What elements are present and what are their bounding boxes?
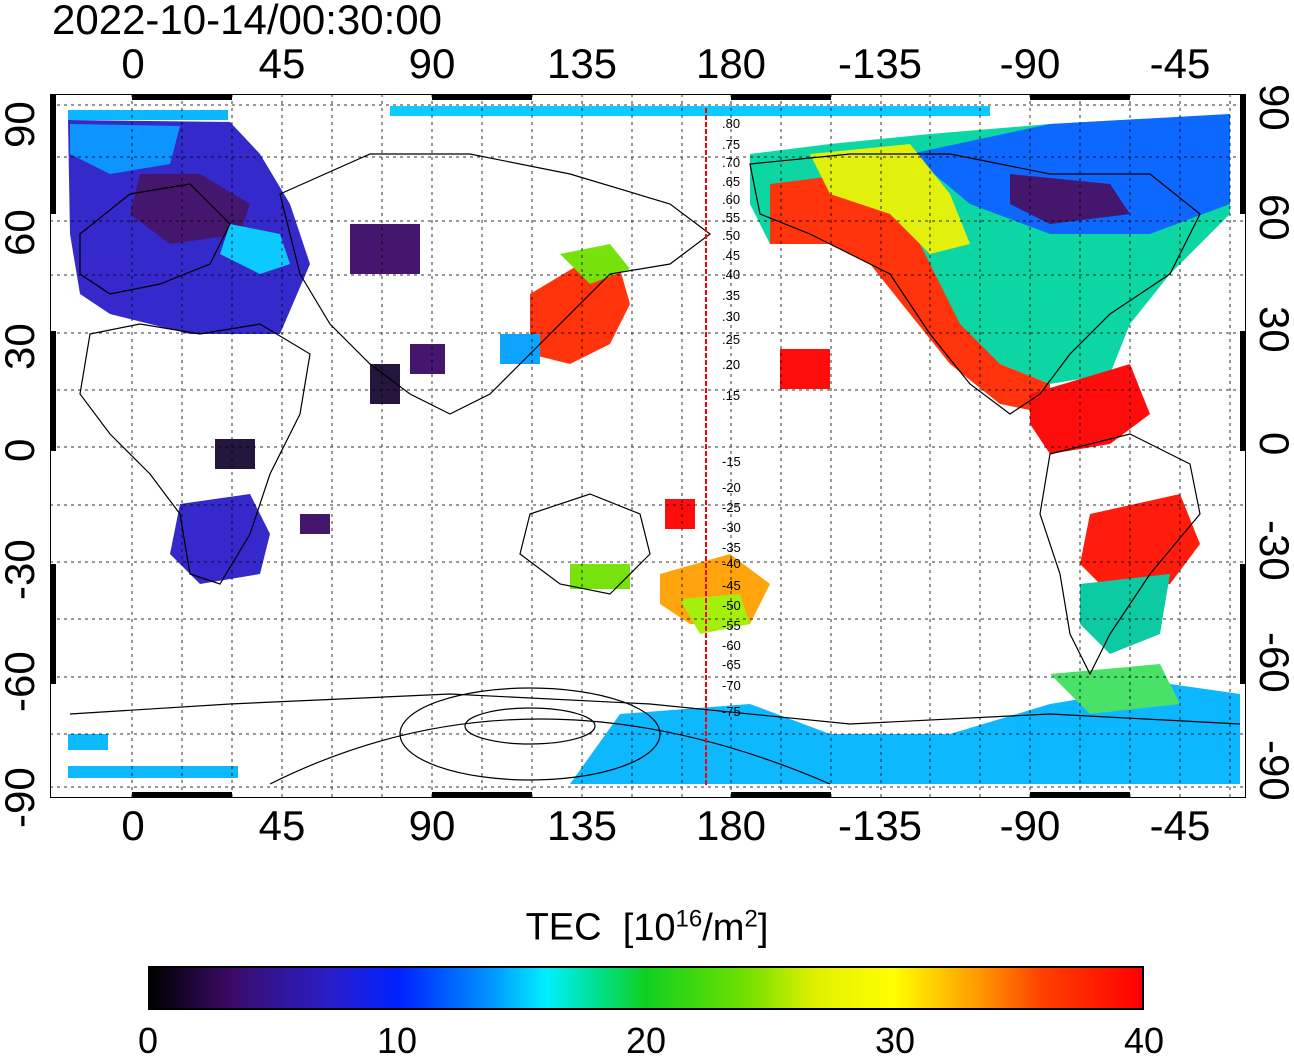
contour-label: -30	[722, 520, 741, 535]
top-lon-label: 90	[408, 40, 456, 87]
colorbar-label: 40	[1123, 1020, 1165, 1061]
coastlines	[69, 153, 1241, 785]
tec-map: .80 .75 .70 .65 .60 .55 .50 .45 .40 .35 …	[50, 94, 1246, 798]
right-lat-label: 30	[1251, 306, 1294, 353]
contour-labels: .80 .75 .70 .65 .60 .55 .50 .45 .40 .35 …	[722, 116, 741, 719]
unit-mid: /m	[702, 906, 745, 949]
bottom-lon-label: -135	[837, 802, 923, 849]
right-lat-label: -90	[1251, 740, 1294, 801]
contour-label: .80	[722, 116, 740, 131]
colorbar-title-text: TEC	[525, 906, 602, 949]
contour-label: .20	[722, 357, 740, 372]
contour-label: .70	[722, 155, 740, 170]
left-lat-label: -90	[0, 767, 43, 828]
top-lon-label: 135	[546, 40, 618, 87]
left-lat-label: -30	[0, 539, 43, 600]
top-lon-label: 180	[695, 40, 767, 87]
contour-label: -20	[722, 480, 741, 495]
contour-label: -15	[722, 454, 741, 469]
left-lat-label: -60	[0, 651, 43, 712]
contour-label: .55	[722, 210, 740, 225]
colorbar-unit: [1016/m2]	[622, 905, 769, 949]
colorbar-title: TEC [1016/m2]	[0, 905, 1294, 950]
contour-label: -50	[722, 598, 741, 613]
colorbar-label: 30	[874, 1020, 916, 1061]
contour-label: -60	[722, 638, 741, 653]
contour-label: .30	[722, 309, 740, 324]
bottom-lon-label: 0	[121, 802, 145, 849]
bottom-lon-label: 45	[258, 802, 306, 849]
contour-label: .15	[722, 388, 740, 403]
bottom-lon-label: -90	[999, 802, 1061, 849]
right-lat-label: -30	[1251, 520, 1294, 581]
contour-label: .75	[722, 137, 740, 152]
colorbar-label: 10	[376, 1020, 418, 1061]
top-lon-label: 45	[258, 40, 306, 87]
contour-label: .35	[722, 288, 740, 303]
unit-exponent: 16	[675, 905, 703, 932]
contour-label: -25	[722, 500, 741, 515]
contour-label: -45	[722, 578, 741, 593]
left-lat-label: 0	[0, 438, 43, 462]
contour-label: -55	[722, 618, 741, 633]
right-lat-label: 60	[1251, 194, 1294, 241]
colorbar-label: 0	[137, 1020, 159, 1061]
top-lon-label: -90	[999, 40, 1061, 87]
right-lat-label: -60	[1251, 632, 1294, 693]
contour-label: -65	[722, 657, 741, 672]
unit-exponent-2: 2	[744, 905, 758, 932]
contour-label: .40	[722, 267, 740, 282]
contour-label: -75	[722, 704, 741, 719]
unit-base: [10	[622, 906, 676, 949]
right-lat-label: 0	[1251, 432, 1294, 456]
contour-label: .25	[722, 332, 740, 347]
bottom-lon-label: 180	[695, 802, 767, 849]
right-lat-label: 90	[1251, 84, 1294, 131]
contour-label: .50	[722, 228, 740, 243]
bottom-lon-label: 135	[546, 802, 618, 849]
colorbar	[148, 966, 1144, 1010]
contour-label: -35	[722, 540, 741, 555]
bottom-lon-label: 90	[408, 802, 456, 849]
unit-end: ]	[757, 906, 769, 949]
contour-label: .65	[722, 174, 740, 189]
colorbar-label: 20	[625, 1020, 667, 1061]
top-lon-label: -45	[1149, 40, 1211, 87]
bottom-lon-label: -45	[1149, 802, 1211, 849]
contour-label: .45	[722, 248, 740, 263]
contour-label: .60	[722, 192, 740, 207]
contour-label: -70	[722, 678, 741, 693]
top-lon-label: -135	[837, 40, 923, 87]
left-lat-label: 30	[0, 323, 43, 370]
left-lat-label: 90	[0, 101, 43, 148]
top-lon-label: 0	[121, 40, 145, 87]
left-lat-label: 60	[0, 209, 43, 256]
map-timestamp: 2022-10-14/00:30:00	[52, 0, 442, 43]
contour-label: -40	[722, 556, 741, 571]
